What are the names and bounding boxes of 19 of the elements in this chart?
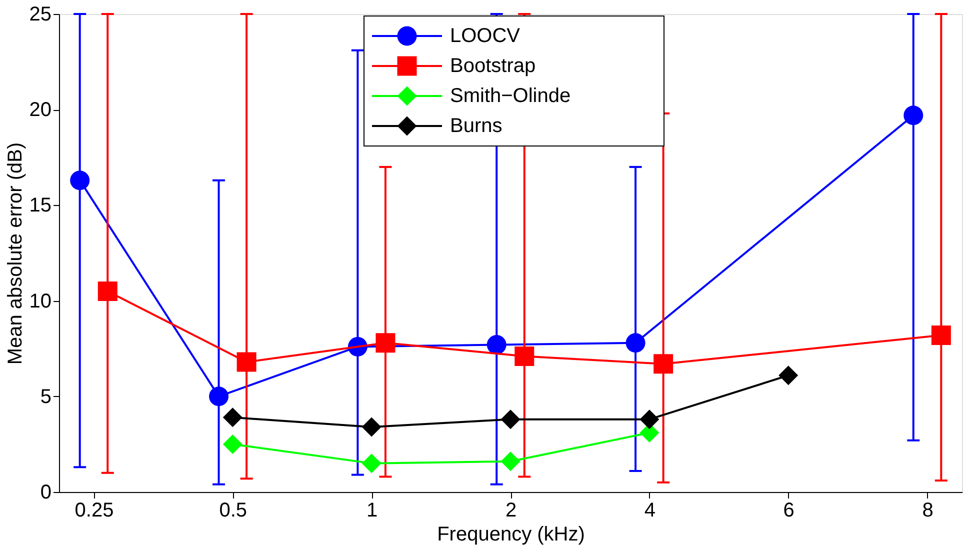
y-tick-label: 15	[29, 194, 52, 217]
legend-label: Smith−Olinde	[450, 85, 571, 107]
x-tick-label: 6	[783, 500, 794, 522]
x-tick-label: 8	[922, 500, 934, 522]
y-tick-label: 0	[40, 482, 52, 504]
legend-label: Bootstrap	[450, 55, 536, 77]
y-tick-label: 5	[40, 386, 52, 408]
y-tick-label: 10	[29, 290, 52, 312]
y-tick-label: 25	[29, 4, 52, 26]
x-tick-label: 4	[644, 500, 656, 522]
legend-label: Burns	[450, 115, 502, 137]
x-tick-label: 1	[366, 500, 378, 522]
y-axis-title: Mean absolute error (dB)	[4, 142, 26, 365]
x-axis-title: Frequency (kHz)	[437, 524, 585, 546]
x-tick-label: 0.25	[74, 500, 114, 522]
legend-label: LOOCV	[450, 25, 521, 47]
x-tick-label: 0.5	[219, 500, 248, 522]
y-tick-label: 20	[29, 99, 52, 122]
x-tick-label: 2	[505, 500, 517, 522]
